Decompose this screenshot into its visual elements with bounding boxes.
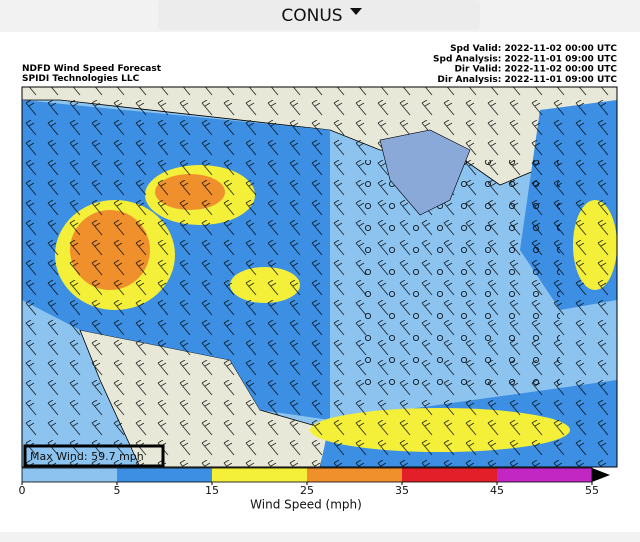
valid-time: Dir Valid: 2022-11-02 00:00 UTC — [454, 65, 617, 75]
map-title: NDFD Wind Speed Forecast — [22, 64, 162, 74]
colorbar-segment — [117, 468, 212, 482]
colorbar-tick-label: 55 — [585, 484, 599, 497]
valid-time: Spd Valid: 2022-11-02 00:00 UTC — [450, 44, 617, 54]
colorbar-label: Wind Speed (mph) — [250, 498, 362, 512]
colorbar-segment — [402, 468, 497, 482]
calm-markers — [360, 160, 560, 390]
colorbar-segment — [22, 468, 117, 482]
colorbar-tick-label: 15 — [205, 484, 219, 497]
region-select[interactable]: CONUS — [281, 6, 342, 26]
colorbar-segment — [307, 468, 402, 482]
map-source: SPIDI Technologies LLC — [22, 74, 140, 84]
colorbar-tick-label: 5 — [114, 484, 121, 497]
colorbar-tick-label: 25 — [300, 484, 314, 497]
valid-time: Dir Analysis: 2022-11-01 09:00 UTC — [437, 75, 617, 85]
colorbar: 0 5 15 25 35 45 55 — [19, 467, 610, 497]
map-frame — [21, 86, 618, 468]
max-wind-box — [23, 444, 165, 468]
colorbar-tick-label: 0 — [19, 484, 26, 497]
map — [22, 87, 617, 467]
dropdown-arrow[interactable] — [350, 8, 362, 15]
colorbar-segment — [497, 468, 592, 482]
max-wind: Max Wind: 59.7 mph — [30, 450, 144, 463]
colorbar-tick-label: 45 — [490, 484, 504, 497]
colorbar-segment — [212, 468, 307, 482]
great-lakes — [379, 129, 471, 216]
header-bar[interactable] — [158, 0, 480, 30]
colorbar-overflow — [592, 468, 610, 482]
colorbar-tick-label: 35 — [395, 484, 409, 497]
valid-time: Spd Analysis: 2022-11-01 09:00 UTC — [433, 54, 617, 64]
